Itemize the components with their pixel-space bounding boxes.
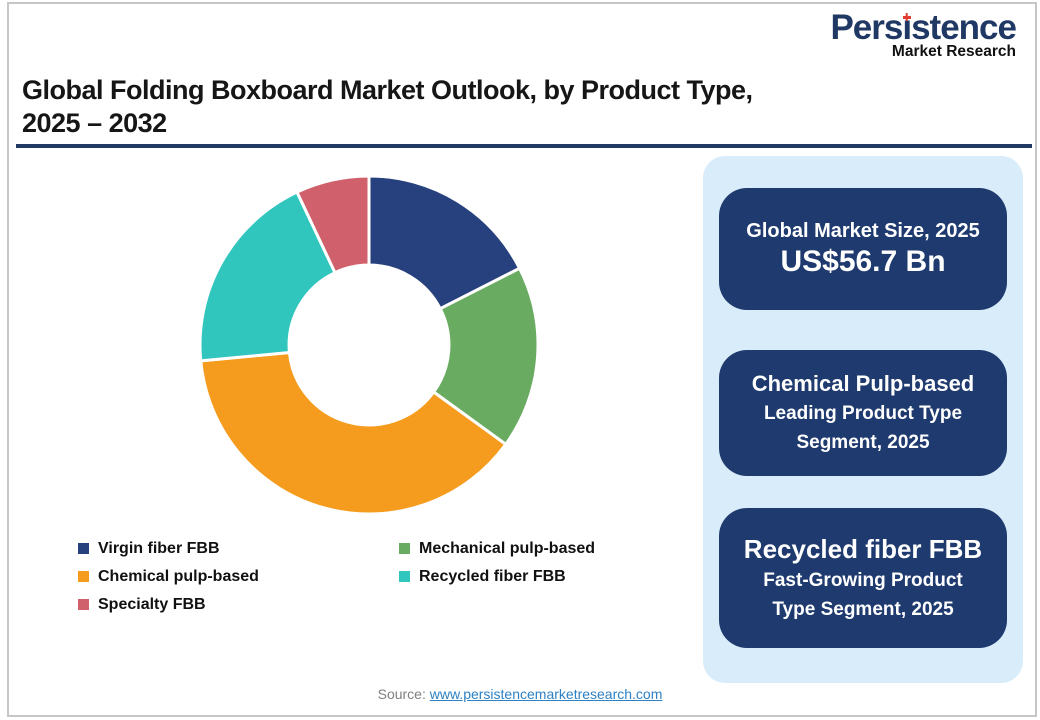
stat-card-market-size: Global Market Size, 2025 US$56.7 Bn <box>719 188 1007 310</box>
legend-swatch-icon <box>399 571 410 582</box>
stat-card-subtitle-line1: Leading Product Type <box>763 403 963 424</box>
highlights-panel: Global Market Size, 2025 US$56.7 Bn Chem… <box>703 156 1023 683</box>
source-link[interactable]: www.persistencemarketresearch.com <box>429 686 663 702</box>
stat-card-subtitle-line2: Type Segment, 2025 <box>772 599 954 620</box>
stat-card-fast-growing-segment: Recycled fiber FBB Fast-Growing Product … <box>719 508 1007 648</box>
donut-slice-0 <box>367 174 522 311</box>
legend-label: Specialty FBB <box>98 596 206 613</box>
logo-subtitle: Market Research <box>891 43 1016 60</box>
logo-text: Persıstence <box>830 8 1017 47</box>
stat-card-subtitle-line2: Segment, 2025 <box>796 432 930 453</box>
brand-logo: Persıstence Market Research <box>830 8 1017 60</box>
page-title-line1: Global Folding Boxboard Market Outlook, … <box>22 75 753 105</box>
legend-label: Recycled fiber FBB <box>419 568 566 585</box>
legend-swatch-icon <box>399 543 410 554</box>
stat-card-value: US$56.7 Bn <box>780 245 946 278</box>
donut-slice-1 <box>432 266 540 446</box>
donut-slice-2 <box>199 351 508 516</box>
page-title-line2: 2025 – 2032 <box>22 108 167 138</box>
legend-item-virgin-fiber-fbb: Virgin fiber FBB <box>78 540 399 557</box>
title-divider <box>16 144 1032 148</box>
donut-slice-4 <box>295 174 371 275</box>
stat-card-leading-segment: Chemical Pulp-based Leading Product Type… <box>719 350 1007 476</box>
chart-legend: Virgin fiber FBB Mechanical pulp-based C… <box>78 540 595 613</box>
logo-red-dot-icon: ı <box>902 8 912 47</box>
logo-text-i: ı <box>902 8 912 47</box>
stat-card-title: Chemical Pulp-based <box>751 371 975 396</box>
donut-chart <box>197 173 541 517</box>
legend-label: Virgin fiber FBB <box>98 540 220 557</box>
legend-item-chemical-pulp-based: Chemical pulp-based <box>78 568 399 585</box>
legend-label: Chemical pulp-based <box>98 568 259 585</box>
legend-item-recycled-fiber-fbb: Recycled fiber FBB <box>399 568 595 585</box>
stat-card-title: Recycled fiber FBB <box>743 534 983 564</box>
stat-card-title: Global Market Size, 2025 <box>746 220 980 242</box>
legend-item-specialty-fbb: Specialty FBB <box>78 596 399 613</box>
logo-text-pre: Pers <box>830 8 903 47</box>
donut-slice-3 <box>198 190 337 363</box>
stat-card-subtitle-line1: Fast-Growing Product <box>763 570 963 591</box>
legend-swatch-icon <box>78 599 89 610</box>
legend-swatch-icon <box>78 543 89 554</box>
legend-item-mechanical-pulp-based: Mechanical pulp-based <box>399 540 595 557</box>
logo-text-post: stence <box>911 8 1017 47</box>
legend-label: Mechanical pulp-based <box>419 540 596 557</box>
donut-chart-svg <box>198 174 540 516</box>
legend-swatch-icon <box>78 571 89 582</box>
source-line: Source: www.persistencemarketresearch.co… <box>0 686 1040 702</box>
page-title: Global Folding Boxboard Market Outlook, … <box>22 74 1002 140</box>
source-label: Source: <box>377 686 426 702</box>
